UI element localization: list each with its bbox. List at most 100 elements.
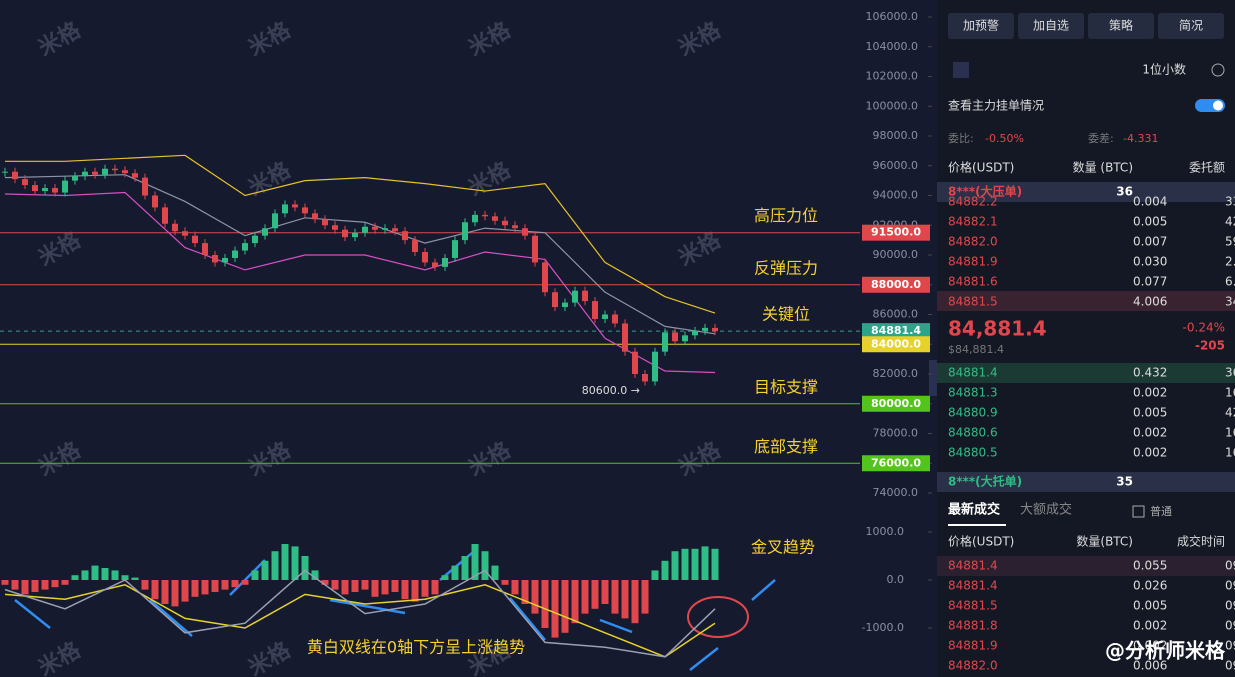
big-order: 8***(大托单) — [948, 474, 1022, 489]
level-annotation: 关键位 — [762, 305, 810, 324]
macd-bar — [51, 580, 59, 588]
settings-icon[interactable] — [1211, 63, 1225, 77]
macd-bar — [551, 580, 559, 638]
macd-bar — [121, 575, 129, 580]
level-box — [862, 224, 930, 241]
macd-bar — [521, 580, 529, 604]
label: -205 — [1195, 339, 1225, 353]
macd-bar — [191, 580, 199, 597]
y-tick-label: 102000.0 — [866, 70, 919, 83]
macd-bar — [441, 575, 449, 580]
macd-bar — [651, 570, 659, 580]
row-cell: 169.80 — [1225, 426, 1235, 440]
macd-bar — [641, 580, 649, 614]
row-cell: 2.547K — [1225, 255, 1235, 269]
header: 价格(USDT) — [948, 534, 1014, 549]
row-cell: 84881.3 — [948, 386, 998, 400]
macd-bar — [1, 580, 9, 585]
row-cell: 84880.5 — [948, 446, 998, 460]
macd-bar — [111, 570, 119, 580]
macd-bar — [231, 580, 239, 588]
macd-tick-label: 1000.0 — [866, 525, 905, 538]
row-cell: 0.002 — [1133, 639, 1167, 653]
big-order-row — [937, 472, 1235, 492]
y-tick-label: 106000.0 — [866, 10, 919, 23]
level-label: 76000.0 — [871, 456, 921, 469]
level-annotation: 目标支撑 — [754, 377, 818, 396]
macd-bar — [561, 580, 569, 633]
view-icon[interactable] — [953, 62, 969, 78]
level-annotation: 高压力位 — [754, 206, 818, 225]
button[interactable] — [948, 13, 1014, 39]
button-label: 加自选 — [1033, 19, 1069, 33]
button[interactable] — [1158, 13, 1224, 39]
row-cell: 84881.5 — [948, 295, 998, 309]
header: 价格(USDT) — [948, 160, 1014, 175]
tab: 大额成交 — [1020, 502, 1072, 518]
tab: 最新成交 — [948, 502, 1000, 518]
macd-bar — [171, 580, 179, 607]
label: -4.331 — [1123, 132, 1158, 145]
main-orders: 查看主力挂单情况 — [948, 99, 1044, 113]
label: -0.50% — [985, 132, 1024, 145]
macd-bar — [181, 580, 189, 602]
macd-bar — [21, 580, 29, 595]
macd-bar — [141, 580, 149, 590]
y-tick-label: 78000.0 — [873, 427, 919, 440]
y-tick-label: 96000.0 — [873, 159, 919, 172]
toggle-knob — [1213, 100, 1223, 111]
row-cell: 84882.2 — [948, 195, 998, 209]
level-label: 84881.4 — [871, 324, 921, 337]
level-label: 80000.0 — [871, 397, 921, 410]
row-cell: 84881.6 — [948, 275, 998, 289]
button-label: 简况 — [1179, 19, 1203, 33]
y-tick-label: 82000.0 — [873, 367, 919, 380]
checkbox[interactable] — [1132, 505, 1145, 518]
macd-bar — [381, 580, 389, 595]
level-label: 91500.0 — [871, 226, 921, 239]
level-box — [862, 276, 930, 293]
row-cell: 6.536K — [1225, 275, 1235, 289]
y-tick-label: 86000.0 — [873, 308, 919, 321]
y-tick-label: 90000.0 — [873, 248, 919, 261]
label: -0.24% — [1183, 321, 1225, 335]
row-cell: 4.006 — [1133, 295, 1167, 309]
macd-bar — [351, 580, 359, 592]
y-tick-label: 104000.0 — [866, 40, 919, 53]
button[interactable] — [1088, 13, 1154, 39]
macd-bar — [431, 580, 439, 595]
row-cell: 0.055 — [1133, 559, 1167, 573]
y-tick-label: 74000.0 — [873, 486, 919, 499]
macd-bar — [91, 565, 99, 580]
label: 36 — [1116, 185, 1133, 199]
y-tick-label: 100000.0 — [866, 99, 919, 112]
bid-highlight — [937, 363, 1235, 383]
row-cell: 0.005 — [1133, 599, 1167, 613]
macd-bar — [31, 580, 39, 592]
label: $84,881.4 — [948, 343, 1004, 356]
macd-bar — [461, 556, 469, 580]
macd-bar — [691, 548, 699, 580]
row-cell: 09:44:48 — [1225, 639, 1235, 653]
macd-bar — [421, 580, 429, 597]
row-cell: 0.030 — [1133, 255, 1167, 269]
row-cell: 0.002 — [1133, 386, 1167, 400]
label: 普通 — [1150, 504, 1172, 518]
macd-bar — [261, 560, 269, 580]
row-cell: 0.002 — [1133, 446, 1167, 460]
macd-bar — [71, 575, 79, 580]
level-box — [862, 395, 930, 412]
macd-bar — [531, 580, 539, 614]
row-cell: 424.40 — [1225, 215, 1235, 229]
band-lower — [4, 191, 716, 374]
row-cell: 339.50 — [1225, 195, 1235, 209]
macd-bar — [81, 570, 89, 580]
row-cell: 0.077 — [1133, 275, 1167, 289]
collapse-handle[interactable] — [929, 360, 937, 396]
credit: @分析师米格 — [1105, 639, 1226, 663]
row-cell: 84880.6 — [948, 426, 998, 440]
macd-bar — [711, 548, 719, 580]
button[interactable] — [1018, 13, 1084, 39]
